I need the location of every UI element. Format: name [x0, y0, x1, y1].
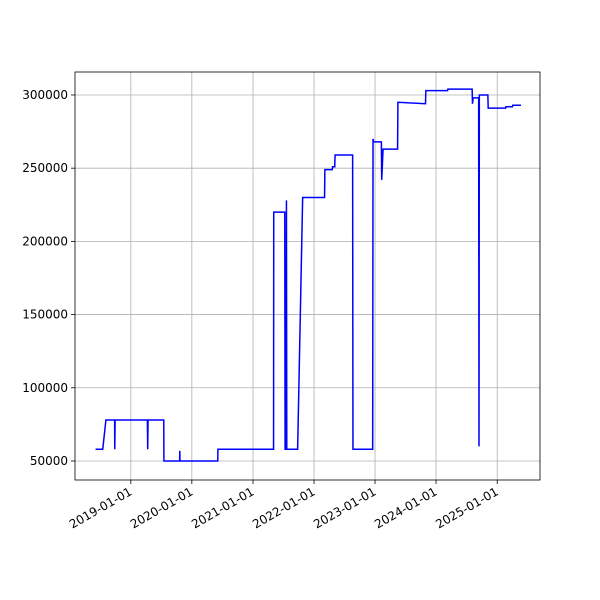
x-tick-label: 2023-01-01 [311, 484, 378, 531]
x-tick-label: 2019-01-01 [67, 484, 134, 531]
plot-frame [74, 71, 541, 481]
y-tick-label: 50000 [30, 454, 68, 468]
y-tick-label: 100000 [22, 381, 68, 395]
x-tick-label: 2025-01-01 [433, 484, 500, 531]
y-tick-label: 250000 [22, 161, 68, 175]
y-tick-label: 300000 [22, 88, 68, 102]
y-tick-label: 150000 [22, 308, 68, 322]
x-tick-label: 2021-01-01 [189, 484, 256, 531]
x-tick-label: 2022-01-01 [250, 484, 317, 531]
x-tick-label: 2020-01-01 [128, 484, 195, 531]
x-tick-label: 2024-01-01 [372, 484, 439, 531]
y-tick-label: 200000 [22, 234, 68, 248]
data-line [95, 88, 521, 462]
